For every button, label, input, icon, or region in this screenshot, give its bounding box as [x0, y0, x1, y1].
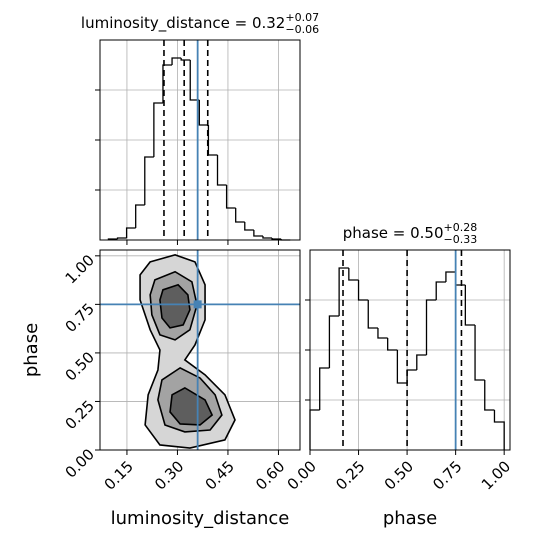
- hist-step: [144, 156, 154, 205]
- y-axis-label: phase: [21, 323, 42, 377]
- panel-frame: [99, 39, 301, 241]
- hist-step: [253, 230, 263, 237]
- panel: 0.15 0.30 0.45 0.60 0.00 0.25 0.50 0.75 1.00 phas…: [21, 249, 301, 529]
- hist-step: [262, 236, 273, 239]
- x-tick-label: 0.00: [284, 457, 320, 493]
- x-tick-label: 1.00: [478, 457, 514, 493]
- hist-step: [416, 354, 427, 370]
- hist-step: [484, 380, 495, 411]
- hist-step: [357, 280, 369, 301]
- title-sub: −0.06: [285, 23, 319, 36]
- hist-step: [235, 208, 245, 223]
- x-tick-label: 0.25: [332, 457, 368, 493]
- title-sub: −0.33: [444, 233, 478, 246]
- y-tick-label: 0.25: [62, 397, 98, 433]
- hist-step: [435, 281, 446, 300]
- hist-step: [474, 325, 485, 381]
- hist-step: [198, 100, 209, 126]
- x-tick-label: 0.30: [151, 457, 187, 493]
- hist-step: [377, 328, 388, 339]
- hist-step: [244, 222, 254, 231]
- contour: [159, 283, 191, 329]
- hist-step: [406, 369, 417, 383]
- panel: luminosity_distance = 0.32 +0.07−0.06: [81, 11, 319, 245]
- hist-step: [180, 58, 191, 61]
- hist-step: [425, 299, 437, 355]
- hist-step: [116, 237, 127, 239]
- y-tick-label: 1.00: [62, 251, 98, 287]
- title-sup: +0.07: [285, 11, 319, 24]
- hist-step: [464, 285, 476, 326]
- hist-step: [271, 238, 282, 240]
- y-tick-label: 0.00: [62, 445, 98, 481]
- hist-step: [162, 64, 173, 103]
- hist-step: [348, 268, 359, 281]
- title-sup: +0.28: [444, 221, 478, 234]
- hist-step: [338, 267, 349, 316]
- hist-step: [367, 300, 378, 329]
- x-tick-label: 0.60: [252, 457, 288, 493]
- y-tick-label: 0.50: [62, 348, 98, 384]
- panel-frame: [309, 249, 511, 451]
- panel-title: phase = 0.50: [343, 224, 444, 242]
- hist-step: [171, 57, 182, 65]
- hist-step: [189, 60, 200, 101]
- x-axis-label: luminosity_distance: [111, 508, 290, 529]
- x-tick-label: 0.15: [101, 457, 137, 493]
- hist-step: [225, 185, 236, 209]
- hist-step: [309, 409, 320, 450]
- hist-step: [216, 155, 227, 186]
- hist-step: [319, 367, 330, 410]
- hist-step: [153, 102, 163, 157]
- truth-point: [193, 300, 202, 309]
- panel-title: luminosity_distance = 0.32: [81, 14, 285, 33]
- x-tick-label: 0.75: [429, 457, 465, 493]
- x-axis-label: phase: [383, 508, 437, 529]
- hist-step: [493, 410, 505, 450]
- x-tick-label: 0.50: [381, 457, 417, 493]
- panel: 0.00 0.25 0.50 0.75 1.00 phase = 0.50 +0.28−0.…: [284, 221, 515, 529]
- y-tick-label: 0.75: [62, 300, 98, 336]
- hist-step: [125, 227, 136, 238]
- hist-step: [135, 204, 145, 228]
- hist-step: [387, 338, 398, 351]
- hist-step: [396, 350, 408, 384]
- panel-frame: [99, 249, 301, 451]
- hist-step: [328, 315, 340, 368]
- x-tick-label: 0.45: [202, 457, 238, 493]
- hist-step: [445, 271, 456, 282]
- contour: [169, 386, 214, 426]
- hist-step: [454, 272, 466, 286]
